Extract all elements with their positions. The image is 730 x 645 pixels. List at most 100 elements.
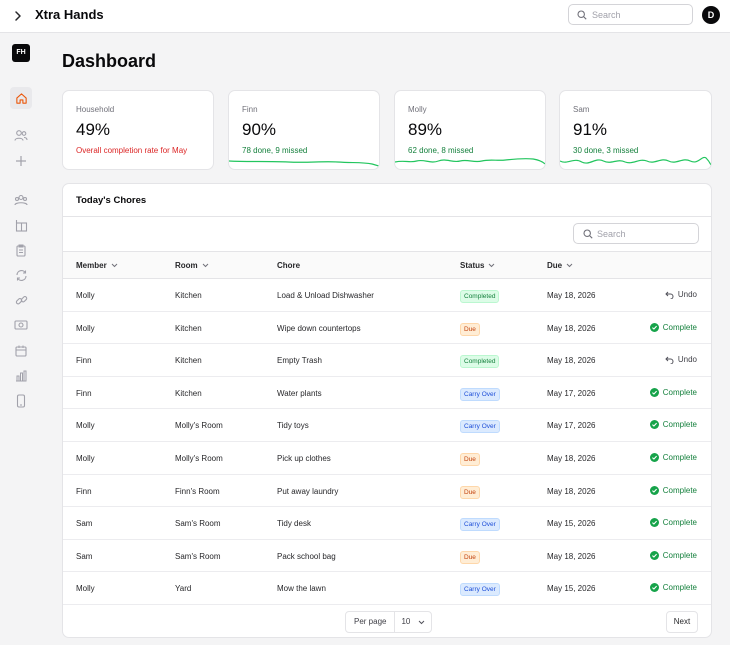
search-icon bbox=[577, 10, 587, 20]
per-page-value-wrap[interactable]: 10 bbox=[395, 612, 431, 632]
refresh-icon[interactable] bbox=[10, 264, 32, 286]
status-cell: Carry Over bbox=[460, 583, 500, 597]
due-cell: May 18, 2026 bbox=[547, 551, 596, 561]
plus-icon[interactable] bbox=[10, 150, 32, 172]
stat-card-label: Finn bbox=[242, 105, 258, 114]
status-badge: Completed bbox=[460, 290, 500, 303]
link-icon[interactable] bbox=[10, 289, 32, 311]
status-cell: Due bbox=[460, 452, 480, 466]
sparkline bbox=[560, 156, 711, 166]
stat-card-subtext: 30 done, 3 missed bbox=[573, 146, 639, 155]
column-header-member[interactable]: Member bbox=[76, 261, 118, 270]
table-row: Molly Kitchen Wipe down countertops Due May … bbox=[63, 312, 711, 345]
stats-icon[interactable] bbox=[10, 365, 32, 387]
column-label: Chore bbox=[277, 261, 301, 270]
table-body: Molly Kitchen Load & Unload Dishwasher Comp… bbox=[63, 279, 711, 605]
stat-card-molly: Molly 89% 62 done, 8 missed bbox=[394, 90, 546, 170]
status-badge: Due bbox=[460, 550, 480, 564]
complete-button[interactable]: Complete bbox=[649, 518, 697, 528]
member-cell: Sam bbox=[76, 519, 93, 529]
per-page-select[interactable]: Per page 10 bbox=[345, 611, 433, 633]
due-cell: May 18, 2026 bbox=[547, 486, 596, 496]
chores-icon[interactable] bbox=[10, 239, 32, 261]
due-cell: May 18, 2026 bbox=[547, 356, 596, 366]
home-icon[interactable] bbox=[10, 87, 32, 109]
member-cell: Molly bbox=[76, 323, 95, 333]
column-header-status[interactable]: Status bbox=[460, 261, 495, 270]
user-avatar[interactable]: D bbox=[702, 6, 720, 24]
chevron-down-icon bbox=[111, 263, 118, 268]
table-row: Molly Yard Mow the lawn Carry Over May 15, 2… bbox=[63, 572, 711, 605]
undo-button[interactable]: Undo bbox=[665, 355, 697, 364]
next-page-button[interactable]: Next bbox=[666, 611, 698, 633]
due-cell: May 15, 2026 bbox=[547, 519, 596, 529]
table-row: Molly Molly's Room Tidy toys Carry Over May … bbox=[63, 409, 711, 442]
app-title: Xtra Hands bbox=[35, 7, 104, 22]
undo-button[interactable]: Undo bbox=[665, 290, 697, 299]
column-label: Status bbox=[460, 261, 485, 270]
status-cell: Due bbox=[460, 550, 480, 564]
page-title: Dashboard bbox=[62, 51, 157, 71]
column-label: Member bbox=[76, 261, 107, 270]
stat-card-household: Household 49% Overall completion rate fo… bbox=[62, 90, 214, 170]
complete-button[interactable]: Complete bbox=[649, 322, 697, 332]
complete-button[interactable]: Complete bbox=[649, 485, 697, 495]
top-search-placeholder: Search bbox=[592, 10, 621, 20]
complete-button[interactable]: Complete bbox=[649, 452, 697, 462]
check-circle-icon bbox=[649, 583, 659, 593]
panel-title: Today's Chores bbox=[76, 195, 147, 206]
room-cell: Kitchen bbox=[175, 291, 202, 300]
rooms-icon[interactable] bbox=[10, 214, 32, 236]
device-icon[interactable] bbox=[10, 390, 32, 412]
check-circle-icon bbox=[649, 420, 659, 430]
undo-icon bbox=[665, 356, 674, 364]
action-label: Complete bbox=[662, 518, 697, 528]
action-label: Undo bbox=[677, 290, 697, 299]
complete-button[interactable]: Complete bbox=[649, 387, 697, 397]
chore-cell: Wipe down countertops bbox=[277, 323, 361, 333]
complete-button[interactable]: Complete bbox=[649, 583, 697, 593]
rewards-icon[interactable] bbox=[10, 314, 32, 336]
chores-search-input[interactable]: Search bbox=[573, 223, 699, 244]
chore-cell: Tidy desk bbox=[277, 519, 311, 529]
chore-cell: Put away laundry bbox=[277, 486, 339, 496]
room-cell: Kitchen bbox=[175, 388, 202, 398]
member-cell: Finn bbox=[76, 356, 92, 366]
room-cell: Molly's Room bbox=[175, 421, 223, 431]
column-header-chore[interactable]: Chore bbox=[277, 261, 300, 270]
complete-button[interactable]: Complete bbox=[649, 420, 697, 430]
member-cell: Finn bbox=[76, 486, 92, 496]
stat-card-subtext: Overall completion rate for May bbox=[76, 146, 188, 155]
status-badge: Due bbox=[460, 322, 480, 336]
member-cell: Finn bbox=[76, 388, 92, 398]
room-cell: Kitchen bbox=[175, 356, 202, 366]
stat-card-finn: Finn 90% 78 done, 9 missed bbox=[228, 90, 380, 170]
top-search-input[interactable]: Search bbox=[568, 4, 693, 25]
app-logo[interactable]: FH bbox=[12, 44, 30, 62]
status-cell: Carry Over bbox=[460, 387, 500, 401]
undo-icon bbox=[665, 291, 674, 299]
column-header-room[interactable]: Room bbox=[175, 261, 209, 270]
table-row: Finn Kitchen Empty Trash Completed May 18, 2… bbox=[63, 344, 711, 377]
due-cell: May 18, 2026 bbox=[547, 291, 596, 300]
sparkline bbox=[229, 160, 379, 167]
chevron-down-icon bbox=[566, 263, 573, 268]
action-label: Complete bbox=[662, 583, 697, 593]
calendar-icon[interactable] bbox=[10, 340, 32, 362]
column-header-due[interactable]: Due bbox=[547, 261, 573, 270]
room-cell: Yard bbox=[175, 584, 192, 594]
sidebar-toggle-chevron-icon[interactable] bbox=[11, 9, 25, 23]
status-cell: Carry Over bbox=[460, 420, 500, 434]
chevron-down-icon bbox=[489, 263, 495, 268]
complete-button[interactable]: Complete bbox=[649, 550, 697, 560]
check-circle-icon bbox=[649, 550, 659, 560]
status-cell: Carry Over bbox=[460, 518, 500, 532]
family-icon[interactable] bbox=[10, 189, 32, 211]
room-cell: Kitchen bbox=[175, 323, 202, 333]
column-label: Due bbox=[547, 261, 563, 270]
member-cell: Molly bbox=[76, 584, 95, 594]
users-icon[interactable] bbox=[10, 124, 32, 146]
sidebar: FH bbox=[0, 34, 42, 645]
status-badge: Carry Over bbox=[460, 583, 500, 597]
action-label: Complete bbox=[662, 322, 697, 332]
